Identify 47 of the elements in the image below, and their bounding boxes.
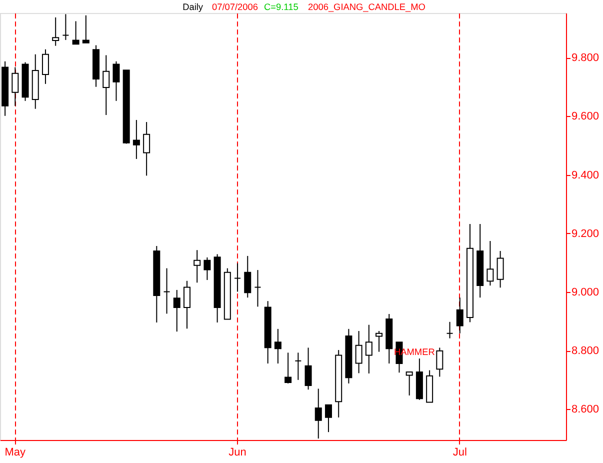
candlestick <box>173 289 180 332</box>
candlestick <box>294 352 302 380</box>
y-tick-label: 9.600 <box>572 110 600 123</box>
chart-title: Daily <box>182 2 204 12</box>
candlestick <box>406 372 413 396</box>
candlestick <box>314 388 322 440</box>
text: C=9.115 <box>264 2 298 12</box>
candlestick <box>244 255 252 298</box>
candlestick <box>274 328 282 364</box>
candlestick <box>62 14 70 40</box>
candlestick <box>436 347 444 378</box>
candlestick <box>204 256 211 280</box>
candlestick <box>143 122 150 176</box>
candlestick <box>376 330 383 352</box>
candlestick <box>82 14 90 44</box>
text: 07/07/2006 <box>212 2 258 12</box>
y-tick-label: 9.400 <box>572 169 600 182</box>
y-tick-label: 8.800 <box>572 345 600 358</box>
candlestick <box>254 270 262 308</box>
y-tick-label: 8.600 <box>572 404 600 416</box>
candlestick <box>132 119 140 160</box>
candlestick <box>72 20 80 45</box>
y-tick-label: 9.200 <box>572 228 600 240</box>
candlestick <box>102 54 110 116</box>
candlestick <box>163 268 170 314</box>
candlestick <box>194 250 201 284</box>
candlestick <box>486 240 494 286</box>
candlestick <box>304 347 312 390</box>
candlestick <box>324 404 332 433</box>
x-tick-label: Jul <box>452 446 467 458</box>
candlestick <box>365 324 372 374</box>
y-tick-label: 9.800 <box>572 52 600 64</box>
y-tick-label: 9.000 <box>572 286 600 298</box>
candlestick <box>42 48 49 84</box>
candlestick <box>112 60 120 102</box>
candlestick <box>496 250 504 288</box>
x-tick-label: Jun <box>228 446 246 458</box>
text: 2006_GIANG_CANDLE_MO <box>308 2 426 12</box>
candlestick <box>234 262 242 292</box>
candlestick <box>52 16 60 46</box>
candlestick <box>12 66 19 106</box>
candlestick <box>183 280 190 330</box>
candlestick <box>446 321 454 339</box>
x-tick-label: May <box>4 446 26 458</box>
candlestick <box>456 297 464 334</box>
candlestick <box>284 352 292 384</box>
candlestick <box>355 330 362 374</box>
